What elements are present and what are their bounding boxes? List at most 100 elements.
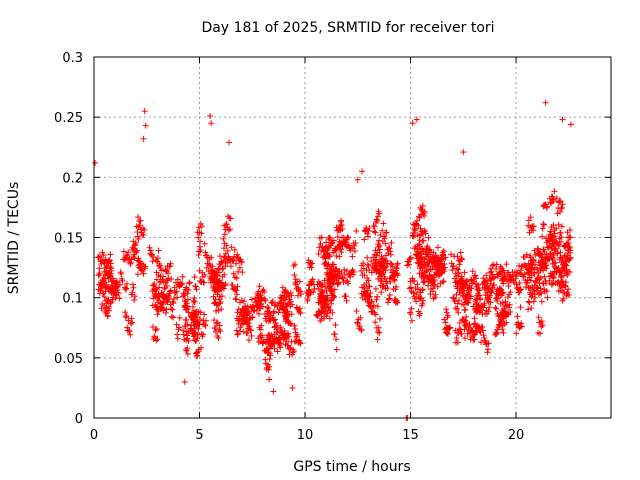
data-point bbox=[119, 277, 126, 284]
x-tick-label: 20 bbox=[508, 428, 525, 443]
data-point bbox=[170, 314, 177, 321]
data-point bbox=[538, 298, 545, 305]
data-point bbox=[169, 306, 176, 313]
data-point bbox=[467, 276, 474, 283]
data-point bbox=[340, 279, 347, 286]
data-point bbox=[353, 227, 360, 234]
data-point bbox=[351, 242, 358, 249]
data-point bbox=[352, 240, 359, 247]
data-point bbox=[173, 288, 180, 295]
data-point bbox=[160, 305, 167, 312]
data-point bbox=[457, 326, 464, 333]
data-point bbox=[218, 293, 225, 300]
data-point bbox=[153, 337, 160, 344]
data-point bbox=[274, 348, 281, 355]
data-point bbox=[216, 322, 223, 329]
data-point bbox=[342, 293, 349, 300]
data-point bbox=[173, 321, 180, 328]
data-point bbox=[565, 286, 572, 293]
data-point bbox=[534, 246, 541, 253]
data-point bbox=[497, 263, 504, 270]
data-point bbox=[96, 270, 103, 277]
data-point bbox=[386, 291, 393, 298]
data-point bbox=[217, 286, 224, 293]
data-point bbox=[154, 255, 161, 262]
data-point bbox=[484, 346, 491, 353]
y-tick-label: 0.1 bbox=[62, 292, 83, 307]
data-point bbox=[474, 295, 481, 302]
data-point bbox=[309, 260, 316, 267]
data-point bbox=[506, 304, 513, 311]
data-point bbox=[539, 322, 546, 329]
data-point bbox=[153, 326, 160, 333]
data-point bbox=[186, 279, 193, 286]
data-point bbox=[408, 284, 415, 291]
y-tick-label: 0.05 bbox=[54, 352, 83, 367]
data-point bbox=[176, 314, 183, 321]
data-point bbox=[480, 275, 487, 282]
data-point bbox=[372, 311, 379, 318]
data-point bbox=[456, 261, 463, 268]
data-point bbox=[559, 201, 566, 208]
data-point bbox=[461, 322, 468, 329]
data-point bbox=[484, 277, 491, 284]
data-point bbox=[123, 285, 130, 292]
data-point bbox=[458, 256, 465, 263]
data-point bbox=[292, 281, 299, 288]
data-point bbox=[215, 334, 222, 341]
data-point bbox=[186, 280, 193, 287]
data-point bbox=[194, 352, 201, 359]
data-point bbox=[567, 234, 574, 241]
data-point bbox=[536, 276, 543, 283]
data-point bbox=[475, 281, 482, 288]
data-point bbox=[449, 267, 456, 274]
data-point bbox=[464, 330, 471, 337]
data-point bbox=[406, 285, 413, 292]
data-point bbox=[265, 305, 272, 312]
data-point bbox=[174, 294, 181, 301]
data-point bbox=[370, 302, 377, 309]
data-point bbox=[421, 212, 428, 219]
data-point bbox=[526, 252, 533, 259]
data-point bbox=[213, 320, 220, 327]
data-point bbox=[168, 305, 175, 312]
data-point bbox=[463, 313, 470, 320]
data-point bbox=[527, 214, 534, 221]
data-point bbox=[457, 249, 464, 256]
data-point bbox=[538, 323, 545, 330]
data-point bbox=[296, 278, 303, 285]
data-point bbox=[536, 330, 543, 337]
data-point bbox=[494, 326, 501, 333]
data-point bbox=[448, 251, 455, 258]
data-point bbox=[408, 317, 415, 324]
data-point bbox=[526, 299, 533, 306]
data-point bbox=[199, 223, 206, 230]
data-point bbox=[518, 323, 525, 330]
data-point bbox=[458, 255, 465, 262]
x-tick-label: 10 bbox=[297, 428, 314, 443]
data-point bbox=[473, 275, 480, 282]
data-point bbox=[140, 270, 147, 277]
data-point bbox=[564, 242, 571, 249]
data-point bbox=[385, 299, 392, 306]
data-point bbox=[95, 272, 102, 279]
data-point bbox=[216, 326, 223, 333]
data-point bbox=[456, 325, 463, 332]
data-point bbox=[408, 305, 415, 312]
data-point bbox=[364, 254, 371, 261]
data-point bbox=[193, 337, 200, 344]
data-point bbox=[454, 339, 461, 346]
data-point bbox=[277, 344, 284, 351]
data-point bbox=[494, 329, 501, 336]
data-point bbox=[531, 247, 538, 254]
data-point bbox=[108, 278, 115, 285]
y-tick-label: 0.15 bbox=[54, 232, 83, 247]
data-point bbox=[564, 255, 571, 262]
data-point bbox=[212, 328, 219, 335]
data-point bbox=[195, 234, 202, 241]
data-point bbox=[142, 263, 149, 270]
data-point bbox=[258, 322, 265, 329]
data-point bbox=[394, 299, 401, 306]
data-point bbox=[443, 309, 450, 316]
